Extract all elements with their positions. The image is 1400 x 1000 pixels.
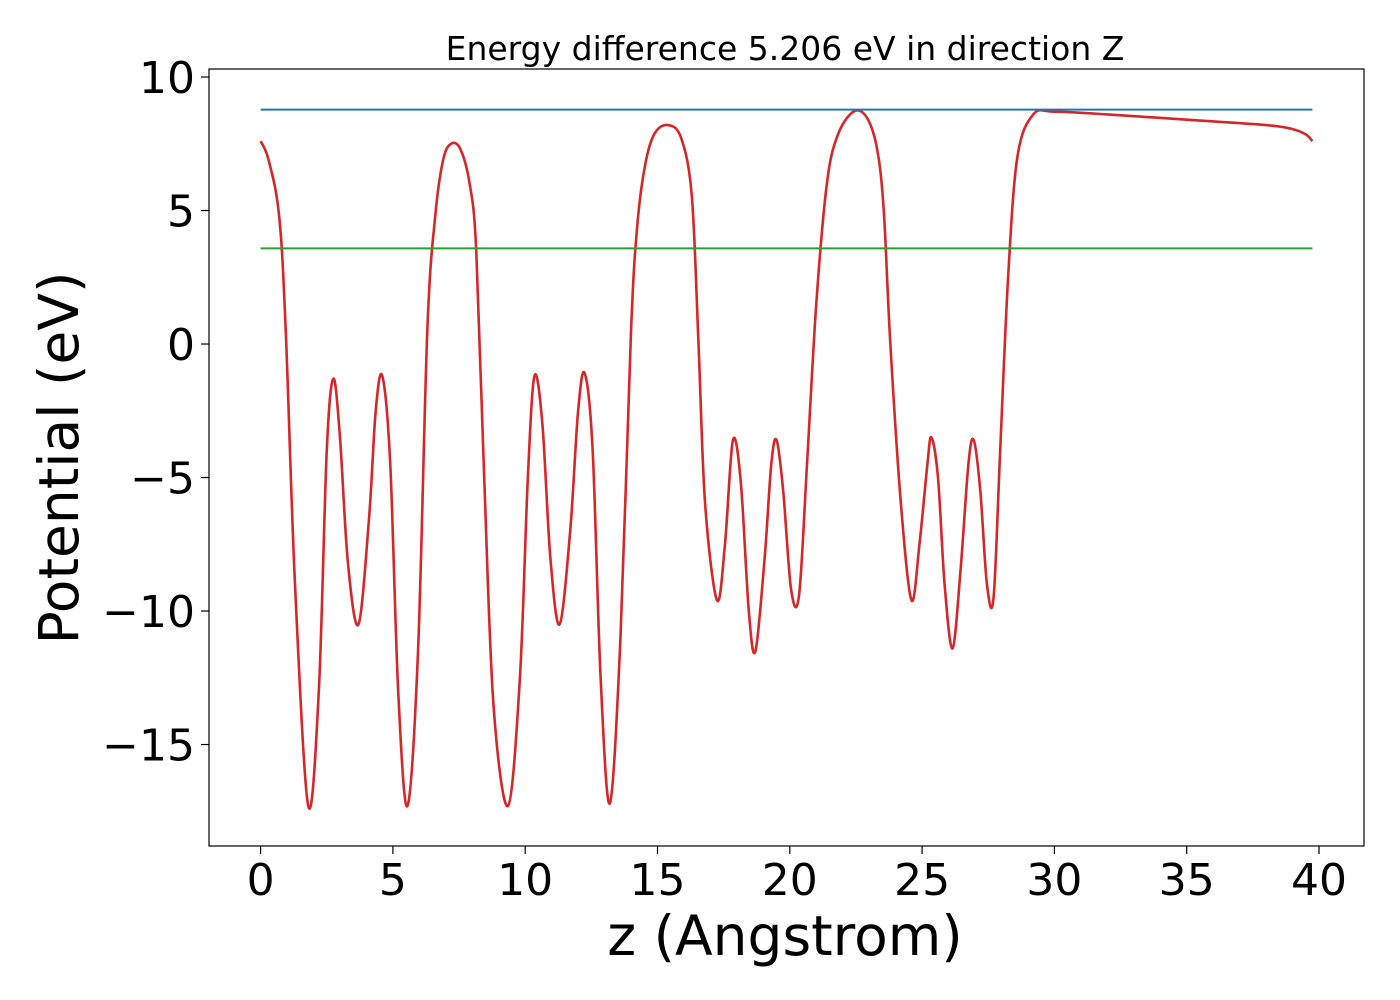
y-axis-label: Potential (eV) (27, 272, 91, 645)
x-axis-ticks: 0 5 10 15 20 25 30 35 40 (247, 846, 1347, 906)
plot-frame (208, 68, 1365, 847)
y-axis-ticks: −15 −10 −5 0 5 10 (102, 53, 209, 772)
x-tick-label: 40 (1291, 855, 1347, 906)
x-tick-label: 35 (1159, 855, 1215, 906)
x-tick-label: 20 (762, 855, 818, 906)
series-layer (259, 108, 1314, 810)
chart-title: Energy difference 5.206 eV in direction … (446, 29, 1125, 68)
x-tick-label: 25 (894, 855, 950, 906)
x-tick-label: 15 (630, 855, 686, 906)
y-tick-label: 5 (167, 187, 195, 238)
y-tick-label: 0 (167, 320, 195, 371)
x-tick-label: 30 (1026, 855, 1082, 906)
y-tick-label: −15 (102, 721, 195, 772)
y-tick-label: −10 (102, 587, 195, 638)
x-tick-label: 5 (379, 855, 407, 906)
x-tick-label: 10 (497, 855, 553, 906)
potential-curve (259, 108, 1314, 810)
y-tick-label: −5 (130, 454, 195, 505)
y-tick-label: 10 (139, 53, 195, 104)
x-axis-label: z (Angstrom) (607, 904, 963, 968)
x-tick-label: 0 (247, 855, 275, 906)
